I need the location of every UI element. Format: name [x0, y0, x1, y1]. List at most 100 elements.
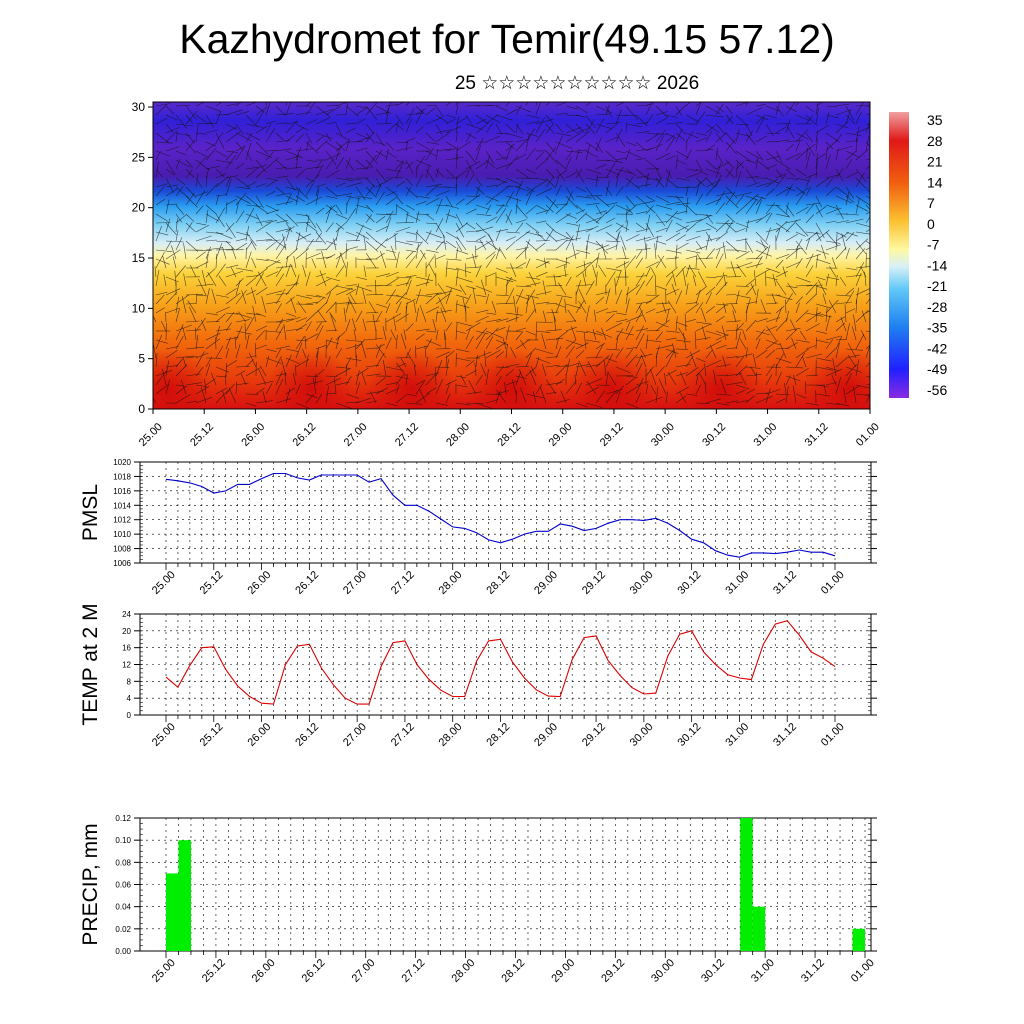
wind-barb	[705, 340, 722, 350]
wind-barb	[855, 204, 869, 212]
wind-barb	[835, 342, 840, 359]
wind-barb	[425, 107, 436, 116]
wind-barb	[745, 123, 753, 137]
wind-barb	[775, 371, 782, 386]
wind-barb	[575, 131, 590, 143]
wind-barb	[785, 375, 791, 386]
wind-barb	[275, 192, 292, 197]
wind-barb	[195, 283, 214, 287]
wind-barb	[695, 337, 711, 341]
wind-barb	[425, 330, 437, 333]
wind-barb	[355, 397, 372, 404]
wind-barb	[565, 237, 581, 242]
wind-barb	[865, 211, 870, 215]
wind-barb	[245, 166, 259, 170]
wind-barb	[225, 240, 235, 251]
wind-barb	[695, 246, 707, 251]
wind-barb	[375, 352, 385, 368]
wind-barb	[425, 184, 439, 197]
wind-barb	[155, 186, 165, 197]
wind-barb	[405, 231, 417, 235]
wind-barb	[225, 150, 235, 161]
wind-barb	[435, 190, 450, 197]
wind-barb	[825, 307, 828, 323]
wind-barb	[245, 358, 254, 368]
wind-barb	[465, 285, 476, 290]
wind-barb	[515, 140, 526, 152]
temp-x-tick-label: 28.12	[484, 721, 512, 749]
wind-barb	[805, 323, 820, 332]
wind-barb	[443, 329, 447, 341]
wind-barb	[325, 385, 329, 404]
wind-barb	[395, 114, 404, 126]
wind-barb	[575, 186, 586, 192]
wind-barb	[375, 216, 386, 224]
wind-barb	[295, 123, 309, 131]
wind-barb	[455, 146, 458, 161]
wind-barb	[615, 328, 624, 341]
heatmap-y-tick-label: 30	[132, 100, 146, 114]
wind-barb	[445, 195, 453, 208]
wind-barb	[155, 150, 171, 157]
wind-barb	[655, 386, 659, 404]
wind-barb	[195, 159, 209, 171]
wind-barb	[235, 201, 239, 215]
wind-barb	[665, 210, 678, 224]
wind-barb	[513, 295, 517, 314]
wind-barb	[795, 309, 809, 323]
wind-barb	[345, 288, 357, 296]
wind-barb	[564, 298, 567, 314]
wind-barb	[745, 347, 748, 359]
wind-barb	[705, 359, 722, 368]
wind-barb	[255, 195, 264, 209]
wind-barb	[505, 276, 517, 282]
wind-barb	[355, 186, 366, 200]
pmsl-x-tick-label: 27.00	[341, 569, 369, 597]
wind-barb	[765, 164, 777, 170]
wind-barb	[782, 266, 787, 278]
pmsl-y-tick-label: 1014	[113, 501, 131, 510]
wind-barb	[245, 132, 253, 143]
wind-barb	[155, 198, 166, 206]
wind-barb	[615, 257, 630, 260]
wind-barb	[665, 168, 672, 178]
wind-barb	[645, 132, 658, 135]
wind-barb	[235, 381, 237, 395]
wind-barb	[405, 393, 417, 397]
wind-barb	[805, 115, 813, 125]
wind-barb	[465, 240, 484, 243]
wind-barb	[785, 386, 789, 404]
wind-barb	[435, 402, 448, 406]
wind-barb	[645, 214, 651, 233]
wind-barb	[785, 168, 795, 177]
wind-barb	[415, 173, 424, 188]
wind-barb	[835, 145, 853, 152]
wind-barb	[815, 229, 830, 242]
wind-barb	[325, 105, 338, 107]
wind-barb	[330, 314, 337, 332]
wind-barb	[665, 213, 682, 221]
wind-barb	[765, 105, 780, 112]
wind-barb	[215, 168, 225, 178]
wind-barb	[395, 276, 413, 279]
wind-barb	[515, 168, 529, 178]
wind-barb	[255, 330, 266, 341]
wind-barb	[355, 137, 370, 143]
wind-barb	[248, 352, 257, 368]
wind-barb	[505, 132, 523, 139]
wind-barb	[215, 243, 223, 260]
wind-barb	[255, 400, 273, 404]
chart-title: Kazhydromet for Temir(49.15 57.12)	[179, 16, 835, 62]
wind-barb	[818, 279, 827, 296]
wind-barb	[525, 393, 544, 399]
wind-barb	[185, 240, 198, 252]
wind-barb	[804, 381, 807, 395]
wind-barb	[455, 222, 468, 233]
wind-barb	[805, 105, 814, 113]
wind-barb	[535, 348, 554, 355]
wind-barb	[225, 175, 232, 188]
wind-barb	[795, 206, 809, 215]
wind-barb	[475, 294, 487, 298]
wind-barb	[685, 350, 701, 359]
